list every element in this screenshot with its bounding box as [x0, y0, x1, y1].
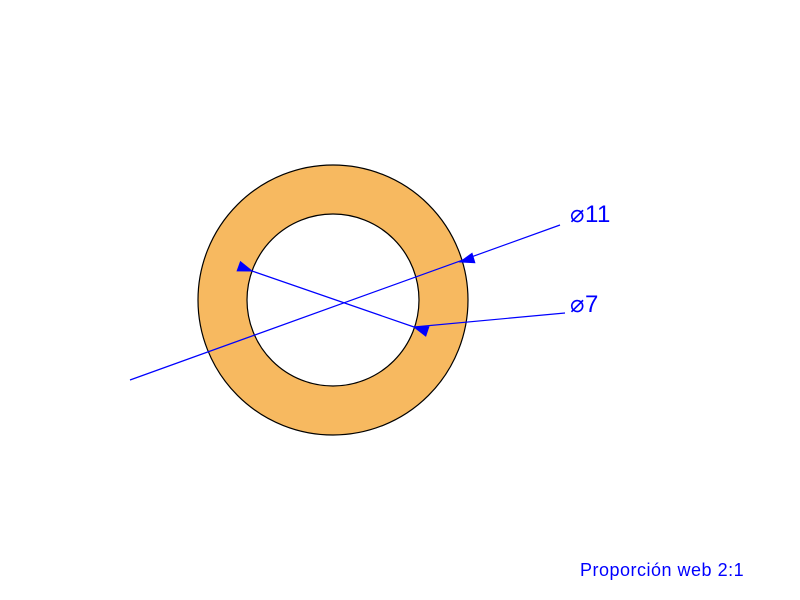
footer-scale-note: Proporción web 2:1: [580, 560, 744, 581]
outer-diameter-label: ⌀11: [570, 200, 611, 229]
inner-dim-chord: [252, 271, 414, 327]
diagram-svg: [0, 0, 800, 600]
diagram-stage: ⌀11 ⌀7 Proporción web 2:1: [0, 0, 800, 600]
ring-annulus: [198, 165, 468, 435]
inner-diameter-label: ⌀7: [570, 290, 599, 319]
outer-dim-line: [130, 225, 560, 380]
